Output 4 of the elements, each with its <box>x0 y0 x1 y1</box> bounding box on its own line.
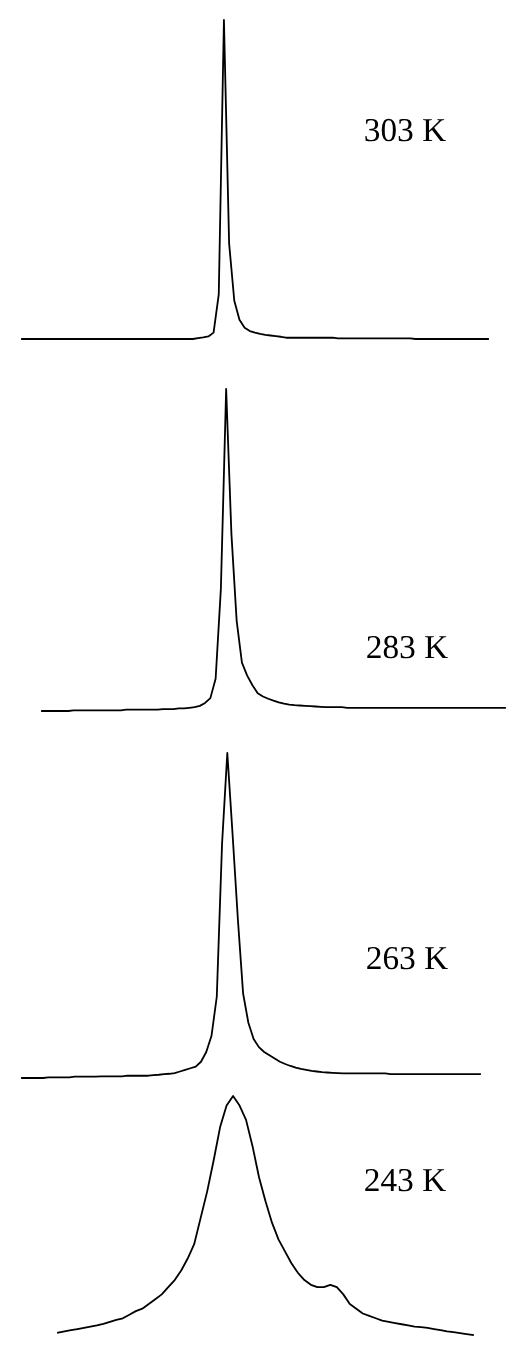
series-label: 283 K <box>367 635 448 659</box>
text: 263 K <box>367 946 448 970</box>
text: 243 K <box>365 1168 446 1192</box>
text: 303 K <box>365 118 446 142</box>
